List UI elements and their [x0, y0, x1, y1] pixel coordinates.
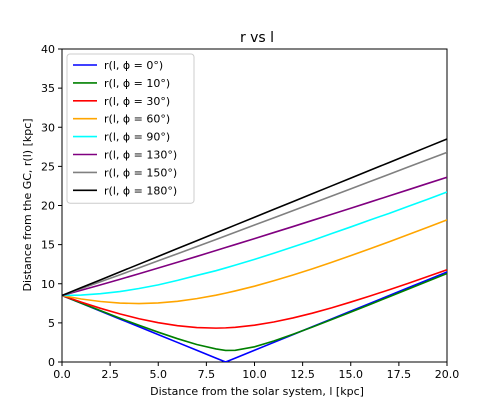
y-tick-label: 15: [41, 239, 55, 252]
legend-label: r(l, ϕ = 90°): [104, 131, 170, 144]
legend-label: r(l, ϕ = 150°): [104, 166, 177, 179]
legend-label: r(l, ϕ = 0°): [104, 59, 163, 72]
x-tick-label: 15.0: [339, 368, 364, 381]
legend: r(l, ϕ = 0°) r(l, ϕ = 10°) r(l, ϕ = 30°) r(…: [66, 53, 195, 204]
plot-area: 0.0 2.5 5.0 7.5 10.0 12.5 15.0 17.5 20.0 0 5 10 15 20…: [41, 43, 459, 381]
y-tick-label: 25: [41, 160, 55, 173]
x-tick-label: 12.5: [290, 368, 315, 381]
y-tick-label: 0: [48, 356, 55, 369]
series-line-0: [62, 271, 447, 362]
x-axis-label: Distance from the solar system, l [kpc]: [150, 385, 364, 398]
series-line-1: [62, 272, 447, 352]
y-tick-label: 40: [41, 43, 55, 56]
series-line-3: [62, 219, 447, 305]
y-tick-label: 35: [41, 82, 55, 95]
y-tick-label: 5: [48, 317, 55, 330]
x-tick-label: 17.5: [387, 368, 412, 381]
legend-label: r(l, ϕ = 30°): [104, 95, 170, 108]
x-tick-label: 7.5: [198, 368, 216, 381]
legend-label: r(l, ϕ = 130°): [104, 149, 177, 162]
y-tick-label: 20: [41, 200, 55, 213]
y-tick-label: 10: [41, 278, 55, 291]
x-tick-label: 5.0: [150, 368, 168, 381]
legend-label: r(l, ϕ = 60°): [104, 113, 170, 126]
series-line-7: [62, 138, 447, 297]
x-tick-label: 2.5: [101, 368, 119, 381]
legend-label: r(l, ϕ = 180°): [104, 184, 177, 197]
legend-frame: [66, 53, 195, 204]
y-tick-label: 30: [41, 121, 55, 134]
series-line-2: [62, 268, 447, 329]
x-tick-label: 10.0: [242, 368, 267, 381]
x-tick-label: 20.0: [435, 368, 460, 381]
chart-title: r vs l: [240, 30, 274, 46]
series-line-5: [62, 176, 447, 297]
series-line-6: [62, 151, 447, 297]
series-line-4: [62, 191, 447, 297]
legend-label: r(l, ϕ = 10°): [104, 77, 170, 90]
x-tick-label: 0.0: [53, 368, 71, 381]
y-axis-label: Distance from the GC, r(l) [kpc]: [21, 118, 34, 291]
